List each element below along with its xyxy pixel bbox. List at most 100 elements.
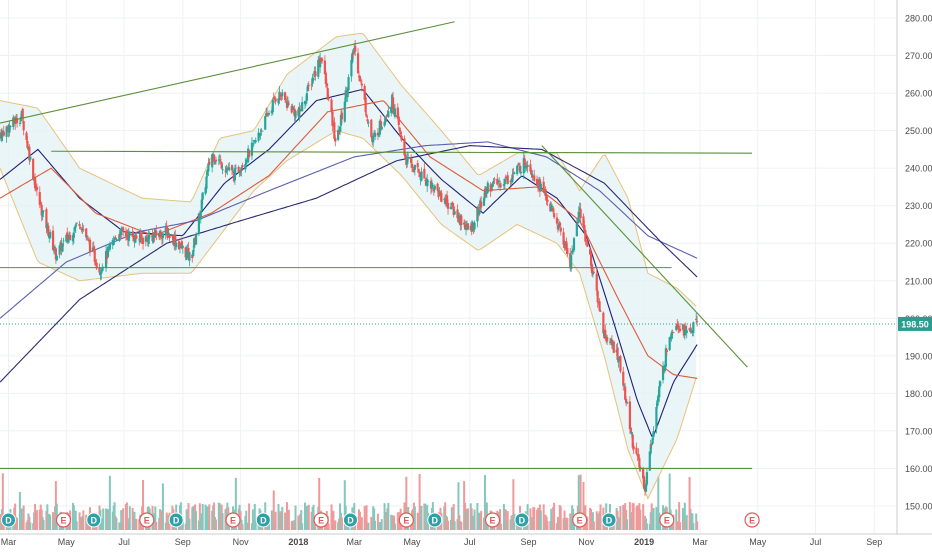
candle[interactable] [670, 330, 673, 342]
earnings-marker[interactable]: E [659, 512, 675, 528]
dividend-marker[interactable]: D [255, 512, 271, 528]
candle[interactable] [47, 222, 50, 238]
candle[interactable] [604, 324, 607, 342]
candle[interactable] [526, 160, 529, 173]
candle[interactable] [68, 232, 72, 241]
candle[interactable] [511, 168, 514, 184]
candle[interactable] [393, 103, 397, 119]
candle[interactable] [174, 229, 177, 251]
trendline[interactable] [51, 150, 753, 154]
candle[interactable] [284, 91, 287, 103]
candle[interactable] [167, 228, 170, 236]
candle[interactable] [645, 467, 649, 487]
candle[interactable] [250, 137, 254, 160]
candle[interactable] [365, 111, 368, 118]
candle[interactable] [497, 179, 500, 189]
dividend-marker[interactable]: D [514, 512, 530, 528]
candle[interactable] [32, 157, 35, 181]
candle[interactable] [598, 298, 601, 312]
candle[interactable] [49, 229, 52, 240]
candle[interactable] [546, 195, 549, 207]
candle[interactable] [86, 234, 89, 241]
candle[interactable] [294, 110, 297, 123]
candle[interactable] [319, 52, 322, 73]
candle[interactable] [127, 227, 130, 247]
candle[interactable] [671, 329, 674, 339]
candle[interactable] [61, 243, 64, 253]
candle[interactable] [301, 96, 304, 112]
candle[interactable] [519, 166, 523, 178]
candle[interactable] [74, 222, 77, 234]
candle[interactable] [649, 439, 652, 456]
candle[interactable] [228, 162, 231, 172]
candle[interactable] [199, 210, 202, 224]
candle[interactable] [0, 127, 3, 143]
candle[interactable] [132, 231, 135, 242]
candle[interactable] [185, 245, 188, 261]
candle[interactable] [642, 475, 646, 490]
candle[interactable] [148, 231, 151, 239]
candle[interactable] [506, 171, 509, 185]
candle[interactable] [622, 366, 625, 391]
candle[interactable] [403, 135, 406, 157]
candle[interactable] [606, 334, 609, 345]
candle[interactable] [175, 241, 178, 250]
candle[interactable] [161, 231, 165, 244]
candle[interactable] [326, 83, 329, 101]
candle[interactable] [496, 173, 499, 186]
earnings-marker[interactable]: E [55, 512, 72, 528]
dividend-marker[interactable]: D [168, 512, 184, 528]
candle[interactable] [664, 344, 667, 370]
candle[interactable] [635, 442, 638, 456]
candle[interactable] [320, 57, 324, 64]
candle[interactable] [668, 336, 671, 352]
candle[interactable] [360, 79, 363, 92]
candle[interactable] [585, 239, 588, 243]
candle[interactable] [387, 105, 390, 118]
candle[interactable] [456, 204, 459, 223]
candle[interactable] [624, 382, 627, 401]
candle[interactable] [539, 181, 542, 192]
candle[interactable] [423, 163, 426, 179]
candle[interactable] [194, 232, 198, 245]
candle[interactable] [5, 125, 8, 143]
candle[interactable] [460, 214, 463, 231]
candle[interactable] [325, 78, 328, 89]
candle[interactable] [100, 269, 103, 280]
candle[interactable] [205, 171, 208, 193]
candle[interactable] [51, 225, 55, 251]
candle[interactable] [478, 208, 481, 217]
candle[interactable] [241, 162, 244, 170]
candle[interactable] [2, 125, 5, 137]
candle[interactable] [351, 49, 354, 64]
candle[interactable] [535, 175, 539, 186]
candle[interactable] [115, 237, 118, 241]
candle[interactable] [592, 267, 595, 274]
earnings-marker[interactable]: E [744, 512, 760, 528]
candle[interactable] [333, 117, 336, 141]
candle[interactable] [75, 222, 78, 225]
earnings-marker[interactable]: E [572, 512, 588, 528]
candle[interactable] [42, 210, 45, 214]
candle[interactable] [108, 241, 111, 252]
candle[interactable] [155, 225, 158, 241]
candle[interactable] [330, 97, 333, 115]
price-axis[interactable]: 280.00 270.00 260.00 250.00 240.00 230.00 220.… [896, 0, 932, 534]
candle[interactable] [257, 128, 260, 143]
candle[interactable] [531, 169, 534, 181]
candle[interactable] [111, 238, 114, 250]
candle[interactable] [1, 129, 4, 132]
candle[interactable] [584, 228, 587, 246]
candle[interactable] [551, 204, 554, 208]
candle[interactable] [220, 161, 223, 169]
candle[interactable] [420, 167, 423, 182]
candle[interactable] [625, 396, 628, 407]
candle[interactable] [73, 226, 76, 233]
candle[interactable] [358, 74, 362, 82]
candle[interactable] [398, 126, 401, 137]
earnings-marker[interactable]: E [313, 512, 329, 528]
candle[interactable] [271, 97, 274, 115]
candle[interactable] [135, 231, 138, 239]
